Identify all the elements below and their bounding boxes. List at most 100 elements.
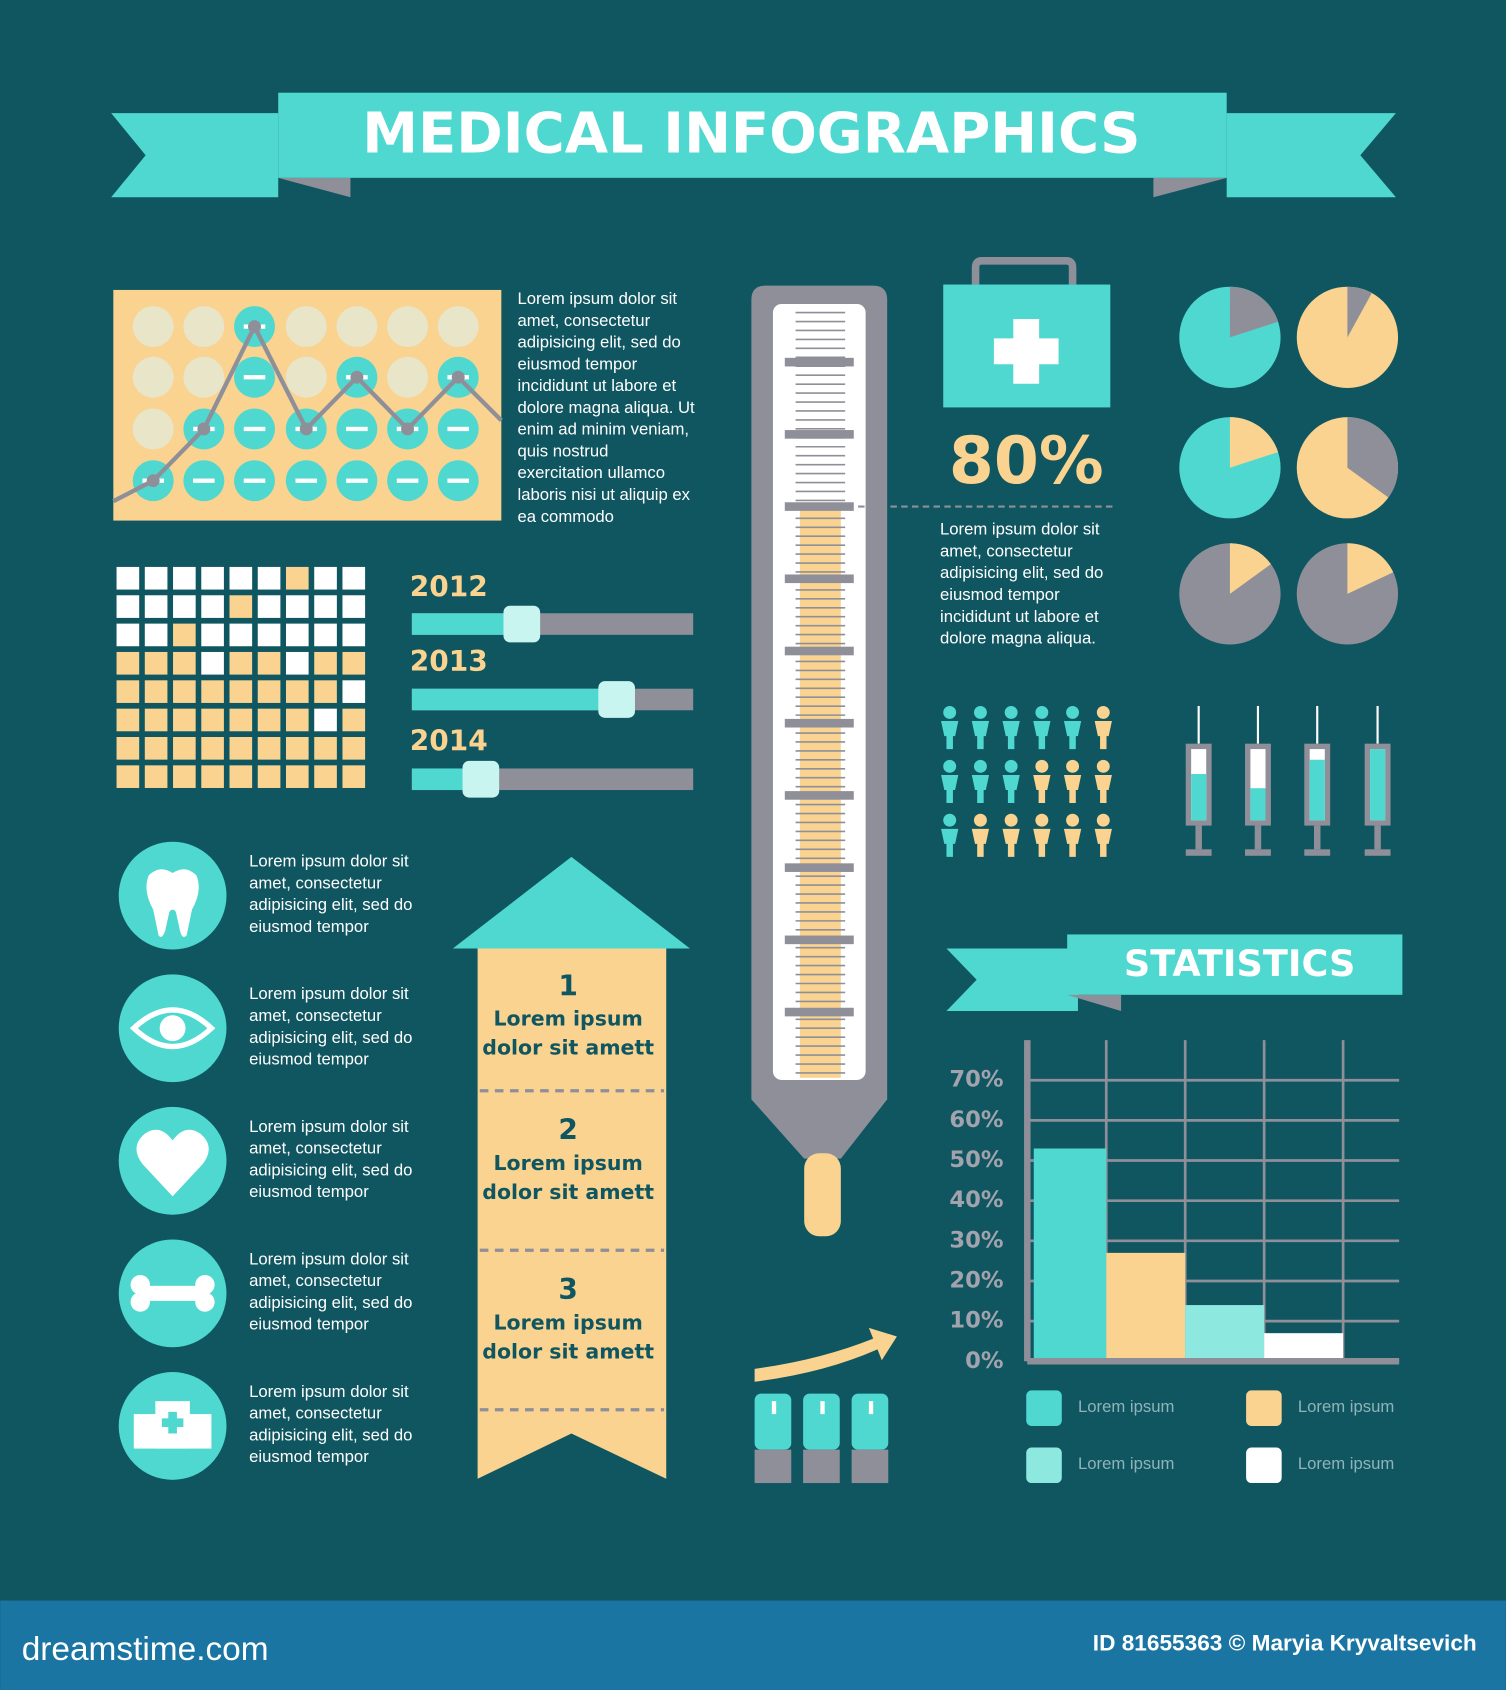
trend-point bbox=[401, 422, 415, 436]
grid-square bbox=[144, 680, 168, 703]
grid-square bbox=[173, 566, 196, 590]
grid-square bbox=[342, 623, 366, 647]
dot-minus bbox=[396, 478, 419, 483]
person-head bbox=[1035, 705, 1049, 719]
grid-square bbox=[285, 623, 309, 647]
intro-text: adipisicing elit, sed do bbox=[517, 333, 680, 352]
intro-text: Lorem ipsum dolor sit bbox=[517, 289, 677, 308]
intro-text: enim ad minim veniam, bbox=[517, 420, 689, 439]
grid-square bbox=[144, 595, 168, 618]
scale-major bbox=[784, 646, 854, 656]
pie bbox=[1296, 286, 1399, 389]
grid-square bbox=[229, 680, 253, 703]
step-number: 1 bbox=[558, 969, 578, 1002]
person-head bbox=[1004, 813, 1018, 827]
person-body bbox=[941, 774, 959, 803]
pie-slice bbox=[1347, 286, 1372, 338]
person-head bbox=[1066, 813, 1080, 827]
grid-square bbox=[229, 623, 253, 647]
grid-square bbox=[229, 651, 253, 675]
grid-square bbox=[144, 708, 168, 732]
person-body bbox=[1063, 828, 1082, 857]
percent-text: Lorem ipsum dolor sit bbox=[940, 520, 1100, 539]
icon-text: eiusmod tempor bbox=[249, 1050, 369, 1069]
intro-text: eiusmod tempor bbox=[517, 354, 637, 373]
trend-point bbox=[350, 370, 364, 384]
grid-square bbox=[342, 737, 366, 760]
scale-major bbox=[784, 574, 854, 584]
syringe-plunger bbox=[1374, 825, 1381, 850]
dot bbox=[132, 408, 174, 450]
person-head bbox=[1004, 705, 1018, 719]
grid-square bbox=[257, 566, 281, 590]
bone-end bbox=[130, 1292, 150, 1312]
person-head bbox=[1066, 759, 1080, 773]
intro-text: incididunt ut labore et bbox=[517, 376, 676, 395]
footer-site: dreamstime.com bbox=[22, 1631, 269, 1668]
grid-square bbox=[144, 765, 168, 788]
grid-square bbox=[116, 595, 140, 618]
grid-square bbox=[144, 737, 168, 760]
person-body bbox=[1002, 721, 1020, 750]
grid-square bbox=[257, 708, 281, 732]
battery-top bbox=[803, 1393, 840, 1450]
y-tick-label: 30% bbox=[949, 1227, 1003, 1253]
grid-square bbox=[285, 595, 309, 618]
bar bbox=[1033, 1148, 1107, 1362]
trend-point bbox=[248, 320, 261, 334]
grid-square bbox=[314, 623, 337, 647]
eye-icon bbox=[129, 1007, 216, 1050]
step-text: Lorem ipsum bbox=[494, 1151, 643, 1175]
bone-end bbox=[195, 1292, 215, 1312]
grid-square bbox=[314, 651, 337, 675]
grid-square bbox=[173, 765, 196, 788]
percent-text: eiusmod tempor bbox=[940, 585, 1060, 604]
y-tick-label: 60% bbox=[949, 1107, 1003, 1133]
step-text: dolor sit amett bbox=[482, 1036, 654, 1060]
person-body bbox=[941, 828, 959, 857]
grid-square bbox=[173, 680, 196, 703]
scale-major bbox=[784, 430, 854, 439]
grid-square bbox=[173, 737, 196, 760]
syringe-base bbox=[1245, 849, 1271, 856]
legend-swatch bbox=[1026, 1390, 1062, 1426]
dot bbox=[183, 356, 225, 398]
grid-square bbox=[116, 737, 140, 760]
intro-text: ea commodo bbox=[517, 507, 613, 526]
dot bbox=[437, 306, 479, 348]
grid-square bbox=[201, 595, 224, 618]
syringe-liquid bbox=[1191, 773, 1207, 821]
icon-text: Lorem ipsum dolor sit bbox=[249, 1117, 409, 1136]
grid-square bbox=[173, 623, 196, 647]
dot-minus bbox=[295, 478, 318, 483]
person-head bbox=[943, 705, 957, 719]
dot bbox=[336, 306, 378, 348]
ribbon-band bbox=[278, 92, 1227, 178]
person-body bbox=[971, 721, 990, 750]
year-label: 2014 bbox=[410, 725, 488, 758]
slider-fill bbox=[411, 613, 522, 635]
thermometer-bulb bbox=[804, 1153, 841, 1237]
legend-label: Lorem ipsum bbox=[1078, 1397, 1174, 1416]
statistics-title: STATISTICS bbox=[1124, 942, 1356, 985]
trend-point bbox=[451, 370, 465, 384]
syringe-liquid bbox=[1309, 759, 1325, 821]
y-tick-label: 40% bbox=[949, 1187, 1003, 1213]
kit-cross bbox=[993, 319, 1059, 384]
dot-minus bbox=[447, 426, 469, 432]
person-body bbox=[1063, 774, 1082, 803]
footer-credit: ID 81655363 © Maryia Kryvaltsevich bbox=[1093, 1631, 1477, 1656]
percent-text: dolore magna aliqua. bbox=[940, 629, 1096, 648]
grid-square bbox=[229, 765, 253, 788]
grid-square bbox=[229, 708, 253, 732]
y-tick-label: 10% bbox=[949, 1308, 1003, 1334]
year-label: 2012 bbox=[410, 570, 488, 603]
person-body bbox=[1033, 774, 1051, 803]
icon-text: adipisicing elit, sed do bbox=[249, 1028, 412, 1047]
arrow-head bbox=[452, 856, 690, 949]
scale-major bbox=[784, 935, 854, 945]
kit-handle bbox=[971, 257, 1077, 285]
grid-square bbox=[116, 623, 140, 647]
legend-swatch bbox=[1026, 1447, 1062, 1484]
